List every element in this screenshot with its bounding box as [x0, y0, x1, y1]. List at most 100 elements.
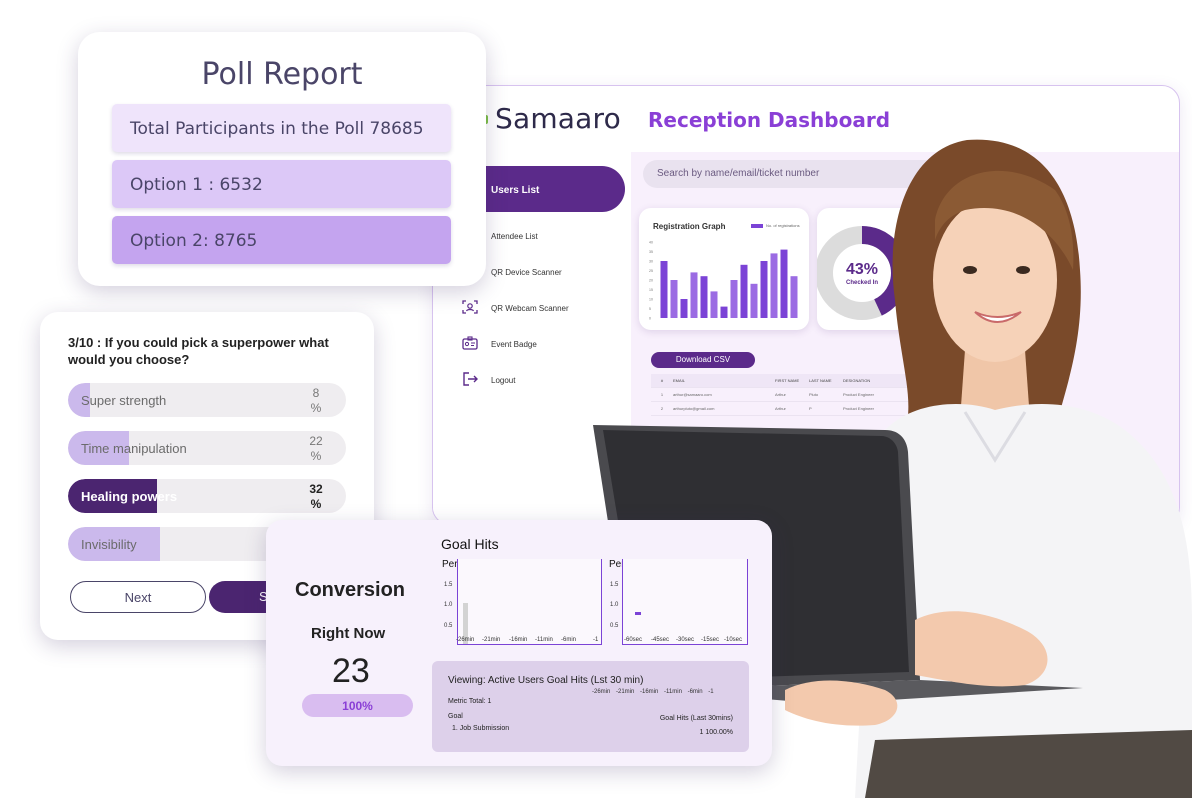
option-super-strength[interactable]: Super strength 8%	[68, 383, 346, 417]
graph-legend: No. of registrations	[751, 223, 800, 228]
registration-bar	[690, 272, 698, 318]
column-header: FIRST NAME	[775, 378, 800, 383]
sidebar-item-label: Event Badge	[491, 339, 537, 349]
registration-bar	[740, 264, 748, 318]
y-tick-label: 30	[649, 260, 653, 264]
registration-bar-chart: 0 5 10 15 20 25 30 35 40	[649, 241, 798, 321]
registration-bar	[680, 299, 688, 318]
sidebar-item-label: QR Device Scanner	[491, 267, 562, 277]
y-tick-label: 15	[649, 288, 653, 292]
option-percent-value: 32	[309, 482, 323, 496]
x-tick-label: -30sec	[676, 637, 695, 643]
table-cell: 2	[660, 406, 664, 411]
logout-icon	[461, 372, 479, 388]
x-tick-label: -26min	[456, 637, 475, 643]
x-tick-label: -16min	[509, 637, 528, 643]
sidebar-item-logout[interactable]: Logout	[461, 372, 515, 388]
x-tick-label: -60sec	[624, 637, 643, 643]
legend-label: No. of registrations	[766, 223, 800, 228]
conversion-percent-badge: 100%	[302, 694, 413, 717]
goal-hits-value: 1 100.00%	[699, 729, 733, 736]
y-tick-label: 1.0	[610, 602, 619, 608]
sidebar-item-attendee-list[interactable]: Attendee List	[461, 228, 538, 244]
donut-hole	[836, 247, 888, 299]
y-tick-label: 1.5	[444, 582, 453, 588]
column-header: DESIGNATION	[843, 378, 871, 383]
dashboard-title: Reception Dashboard	[648, 108, 891, 132]
y-tick-label: 5	[649, 307, 651, 311]
registration-bar	[700, 276, 708, 318]
sidebar-item-qr-webcam-scanner[interactable]: QR Webcam Scanner	[461, 300, 569, 316]
registration-bar	[770, 253, 778, 318]
option-percent-value: 8	[312, 386, 320, 400]
registration-bar	[720, 306, 728, 318]
y-tick-label: 40	[649, 241, 653, 245]
x-tick-label: -21min	[482, 637, 501, 643]
option-label: Healing powers	[81, 489, 178, 504]
option-percent: 22%	[308, 434, 324, 464]
option-healing-powers[interactable]: Healing powers 32%	[68, 479, 346, 513]
y-tick-label: 25	[649, 269, 653, 273]
viewing-panel: Viewing: Active Users Goal Hits (Lst 30 …	[432, 661, 749, 752]
table-cell: Product Engineer	[843, 406, 874, 411]
poll-option-2-row: Option 2: 8765	[112, 216, 451, 264]
option-label: Invisibility	[81, 537, 137, 552]
option-percent: 32%	[308, 482, 324, 512]
conversion-title: Conversion	[295, 579, 406, 601]
registration-bar	[710, 291, 718, 318]
option-percent-value: 22	[309, 434, 323, 448]
per-minute-plot	[457, 559, 602, 645]
conversion-subtitle: Right Now	[311, 625, 386, 642]
option-percent-unit: %	[310, 497, 322, 511]
sidebar-item-users-list[interactable]: Users List	[473, 166, 625, 212]
column-header: LAST NAME	[809, 378, 832, 383]
legend-swatch	[751, 223, 763, 228]
option-label: Time manipulation	[81, 441, 187, 456]
x-tick-label: -45sec	[651, 637, 670, 643]
registration-bar	[790, 276, 798, 318]
sidebar-item-label: QR Webcam Scanner	[491, 303, 569, 313]
sidebar-item-event-badge[interactable]: Event Badge	[461, 336, 537, 352]
x-tick-label: -1	[593, 637, 599, 643]
download-csv-button[interactable]: Download CSV	[651, 352, 755, 368]
attendee-table: # EMAIL FIRST NAME LAST NAME DESIGNATION…	[651, 374, 911, 416]
poll-option-1-row: Option 1 : 6532	[112, 160, 451, 208]
table-row[interactable]: 1 arthur@samaaro.com Arthur Pluto Produc…	[651, 388, 911, 402]
poll-report-card: Poll Report Total Participants in the Po…	[78, 32, 486, 286]
goal-label: Goal	[448, 713, 463, 720]
graph-title: Registration Graph	[653, 222, 726, 231]
y-tick-label: 35	[649, 250, 653, 254]
sidebar-item-label: Attendee List	[491, 231, 538, 241]
sidebar-item-qr-device-scanner[interactable]: QR Device Scanner	[461, 264, 562, 280]
y-tick-label: 1.5	[610, 582, 619, 588]
registration-bar	[750, 283, 758, 318]
option-time-manipulation[interactable]: Time manipulation 22%	[68, 431, 346, 465]
table-cell: arthur@samaaro.com	[673, 392, 712, 397]
option-label: Super strength	[81, 393, 167, 408]
registration-bar	[780, 249, 788, 318]
column-header: #	[660, 378, 664, 383]
y-tick-label: 0.5	[610, 623, 619, 629]
brand-name: Samaaro	[495, 102, 621, 135]
conversion-count: 23	[332, 652, 370, 690]
option-percent-unit: %	[310, 401, 322, 415]
viewing-time-ticks: -26min -21min -16min -11min -6min -1	[592, 689, 714, 695]
goal-hits-title: Goal Hits	[441, 536, 499, 552]
webcam-scan-icon	[461, 300, 479, 316]
registration-bar	[730, 280, 738, 318]
option-percent-unit: %	[310, 449, 322, 463]
goal-item: 1. Job Submission	[452, 725, 510, 732]
badge-icon	[461, 336, 479, 352]
question-text: 3/10 : If you could pick a superpower wh…	[68, 335, 329, 367]
viewing-heading: Viewing: Active Users Goal Hits (Lst 30 …	[448, 675, 644, 686]
option-fill	[68, 431, 130, 465]
sidebar-item-label: Logout	[491, 375, 516, 385]
table-cell: 1	[660, 392, 664, 397]
registration-bar	[760, 261, 768, 318]
table-row[interactable]: 2 arthurpluto@gmail.com Arthur P Product…	[651, 402, 911, 416]
table-header: # EMAIL FIRST NAME LAST NAME DESIGNATION	[651, 374, 911, 388]
registration-graph-card: Registration Graph No. of registrations …	[639, 208, 809, 330]
next-button[interactable]: Next	[70, 581, 206, 613]
checkin-label: Checked In	[846, 280, 878, 286]
